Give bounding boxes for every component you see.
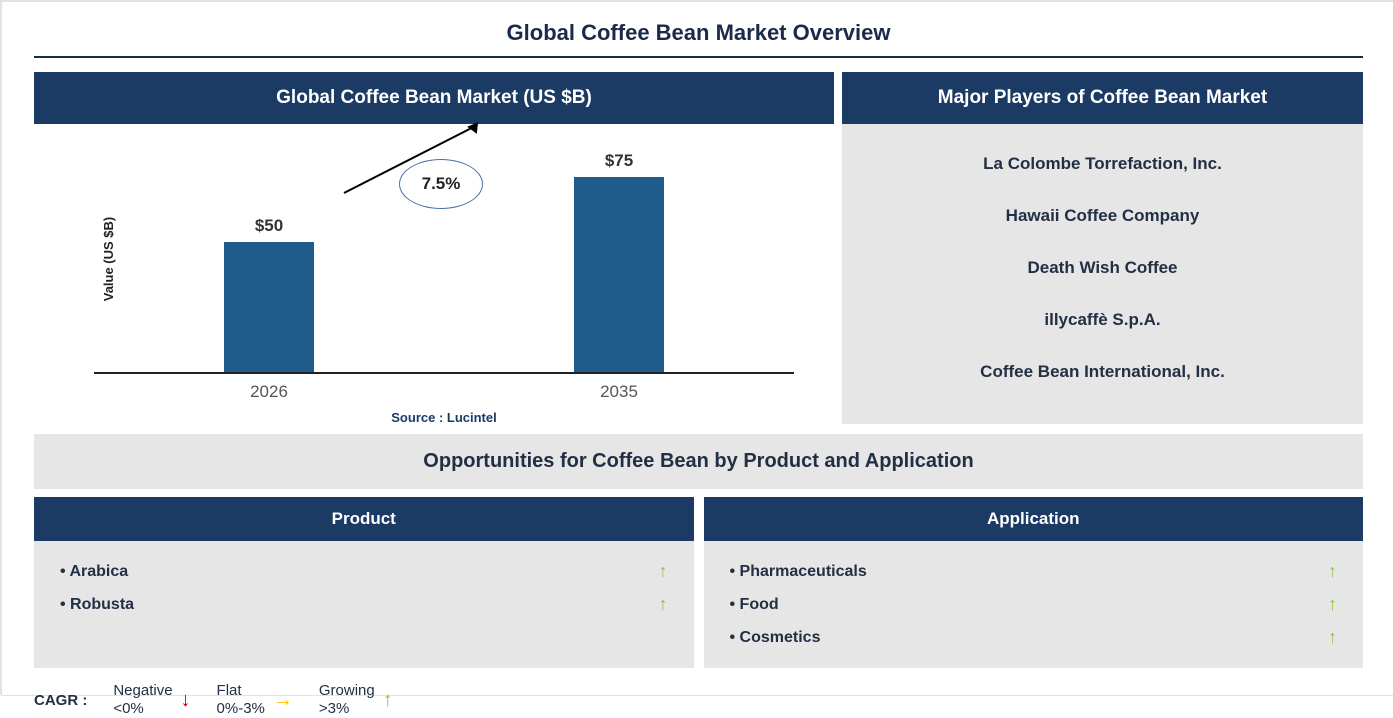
legend-title: CAGR : [34,692,87,709]
bar-value-2026: $50 [255,216,283,236]
top-row: Global Coffee Bean Market (US $B) Value … [34,72,1363,424]
opportunities-row: Product • Arabica ↑ • Robusta ↑ Applicat… [34,497,1363,668]
legend-growing-label: Growing [319,682,375,700]
product-item-0-trend-icon: ↑ [659,561,668,582]
chart-panel-header: Global Coffee Bean Market (US $B) [34,72,834,124]
product-column: Product • Arabica ↑ • Robusta ↑ [34,497,694,668]
player-item-0: La Colombe Torrefaction, Inc. [862,154,1343,174]
player-item-1: Hawaii Coffee Company [862,206,1343,226]
bar-value-2035: $75 [605,151,633,171]
legend-flat-label: Flat [217,682,265,700]
bars-row: $50 $75 [94,144,794,374]
player-item-4: Coffee Bean International, Inc. [862,362,1343,382]
chart-plot-area: Value (US $B) 7.5% $50 $75 [94,144,794,374]
x-axis-labels: 2026 2035 [94,382,794,402]
application-item-2[interactable]: • Cosmetics ↑ [730,621,1338,654]
cagr-legend: CAGR : Negative <0% ↓ Flat 0%-3% → Growi… [34,678,1363,718]
legend-negative-range: <0% [113,700,172,718]
growing-trend-icon: ↑ [383,689,393,712]
flat-trend-icon: → [273,689,293,712]
application-item-0[interactable]: • Pharmaceuticals ↑ [730,555,1338,588]
x-axis-label-2026: 2026 [199,382,339,402]
legend-negative-label: Negative [113,682,172,700]
player-item-3: illycaffè S.p.A. [862,310,1343,330]
product-item-0-label: • Arabica [60,563,128,581]
legend-item-growing: Growing >3% ↑ [319,682,393,718]
product-item-1-label: • Robusta [60,596,134,614]
application-item-1-label: • Food [730,596,779,614]
product-column-header: Product [34,497,694,541]
bar-2035[interactable] [574,177,664,372]
application-item-2-trend-icon: ↑ [1328,627,1337,648]
players-panel-header: Major Players of Coffee Bean Market [842,72,1363,124]
legend-growing-range: >3% [319,700,375,718]
bar-chart: Value (US $B) 7.5% $50 $75 [34,124,834,424]
bar-column-2026[interactable]: $50 [199,216,339,372]
chart-panel: Global Coffee Bean Market (US $B) Value … [34,72,834,424]
main-title: Global Coffee Bean Market Overview [34,20,1363,58]
negative-trend-icon: ↓ [181,689,191,712]
legend-item-flat: Flat 0%-3% → [217,682,293,718]
application-item-2-label: • Cosmetics [730,629,821,647]
chart-source: Source : Lucintel [94,410,794,425]
application-items: • Pharmaceuticals ↑ • Food ↑ • Cosmetics… [704,541,1364,668]
application-item-1[interactable]: • Food ↑ [730,588,1338,621]
players-panel: Major Players of Coffee Bean Market La C… [842,72,1363,424]
product-item-0[interactable]: • Arabica ↑ [60,555,668,588]
application-item-1-trend-icon: ↑ [1328,594,1337,615]
application-item-0-label: • Pharmaceuticals [730,563,867,581]
player-item-2: Death Wish Coffee [862,258,1343,278]
application-item-0-trend-icon: ↑ [1328,561,1337,582]
dashboard-root: Global Coffee Bean Market Overview Globa… [2,2,1393,697]
bar-column-2035[interactable]: $75 [549,151,689,372]
application-column: Application • Pharmaceuticals ↑ • Food ↑… [704,497,1364,668]
product-items: • Arabica ↑ • Robusta ↑ [34,541,694,635]
bar-2026[interactable] [224,242,314,372]
product-item-1[interactable]: • Robusta ↑ [60,588,668,621]
opportunities-header: Opportunities for Coffee Bean by Product… [34,434,1363,489]
x-axis-label-2035: 2035 [549,382,689,402]
product-item-1-trend-icon: ↑ [659,594,668,615]
legend-item-negative: Negative <0% ↓ [113,682,190,718]
legend-flat-range: 0%-3% [217,700,265,718]
players-list: La Colombe Torrefaction, Inc. Hawaii Cof… [842,124,1363,412]
application-column-header: Application [704,497,1364,541]
